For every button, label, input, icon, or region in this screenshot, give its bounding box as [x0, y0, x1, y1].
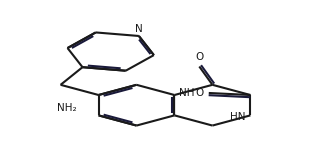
- Text: O: O: [196, 88, 204, 98]
- Text: N: N: [135, 24, 143, 34]
- Text: HN: HN: [230, 112, 245, 122]
- Text: NH: NH: [179, 88, 195, 98]
- Text: O: O: [195, 52, 203, 63]
- Text: NH₂: NH₂: [57, 103, 77, 113]
